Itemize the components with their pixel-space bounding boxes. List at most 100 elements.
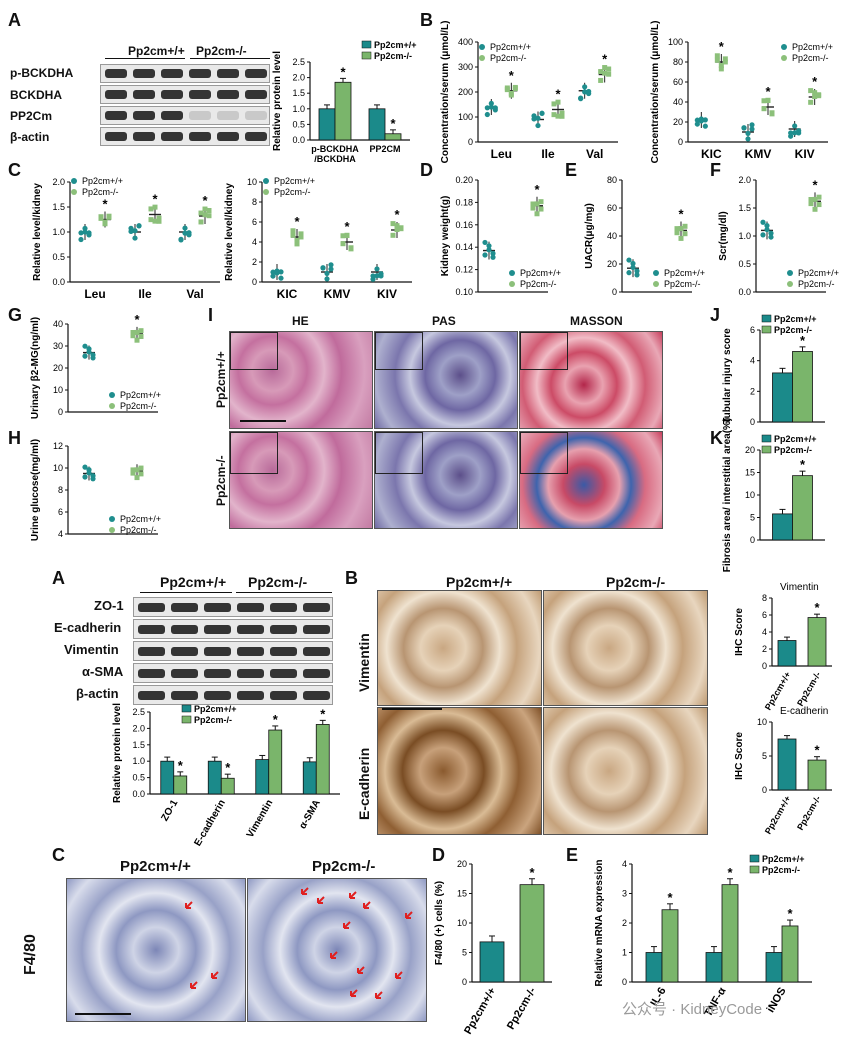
panel-label-a2: A [52,568,65,588]
blot-a2-group-wt: Pp2cm+/+ [160,574,227,590]
panel-label-c2: C [52,845,65,865]
significance-star: * [225,760,231,775]
data-point [761,106,767,112]
ihc-ecadherin-ko [543,707,708,835]
legend-swatch [109,516,115,522]
data-point [82,225,88,232]
legend-swatch [761,434,772,443]
data-point [512,86,518,92]
data-point [370,273,376,279]
blot-a-row-label: p-BCKDHA [10,66,74,80]
y-tick-label: 0.0 [738,287,751,297]
data-point [86,230,92,236]
category-label: KMV [745,147,772,161]
data-point [630,264,636,270]
arrow-marker [343,921,351,929]
legend-swatch [71,189,77,195]
data-point [812,206,818,212]
blot-a2-row-label: Vimentin [64,642,119,657]
data-point [186,232,192,238]
y-tick-label: 100 [458,112,473,122]
data-point [530,201,536,207]
pas-image-ko [374,431,518,529]
significance-star: * [390,116,396,131]
y-axis-label: Relative level/kidney [224,183,235,281]
y-tick-label: 5 [750,513,755,523]
chart-E: 0 20 40 60 80 UACR(μg/mg) * Pp2cm+/+Pp2cm-/- [584,175,705,297]
data-point [374,266,380,272]
chart-C_left: 0.0 0.5 1.0 1.5 2.0 Relative level/kidney Leu *… [32,176,220,301]
legend-entry: Pp2cm+/+ [774,434,817,444]
y-tick-label: 0.14 [455,242,473,252]
chart-A_bar: 0.0 0.5 1.0 1.5 2.0 2.5 Relative protein level… [272,40,417,164]
y-tick-label: 0 [612,287,617,297]
y-axis-label: Urinary β2-MG(ng/ml) [30,317,41,419]
y-tick-label: 1.0 [738,231,751,241]
legend-entry: Pp2cm+/+ [798,268,839,278]
data-point [156,215,162,221]
significance-star: * [529,865,535,880]
data-point [508,90,514,96]
chart-D2: 0 5 10 15 20 F4/80 (+) cells (%) Pp2cm+/+ * Pp2c… [434,859,552,1037]
data-point [792,123,798,129]
y-tick-label: 6 [762,610,767,620]
y-tick-label: 4 [58,529,63,539]
f480-arrows [185,887,413,999]
data-point [718,66,724,72]
data-point [768,234,774,240]
significance-star: * [787,906,793,921]
data-point [130,470,136,476]
data-point [626,270,632,276]
bar [777,738,797,791]
blot-a-row-label: β-actin [10,130,50,144]
bar [334,81,352,141]
chart-H: 4 6 8 10 12 Urine glucose(mg/ml) Pp2cm+/+Pp2cm… [30,439,161,541]
f480-col-label: Pp2cm+/+ [120,858,191,875]
blot-band-row [100,85,270,104]
data-point [745,136,751,142]
legend-entry: Pp2cm+/+ [490,42,531,52]
arrow-marker [375,991,383,999]
y-tick-label: 20 [673,117,683,127]
y-tick-label: 0.5 [292,119,305,129]
y-tick-label: 8 [252,197,257,207]
blot-band-row [133,597,333,617]
significance-star: * [812,177,818,192]
legend-entry: Pp2cm-/- [194,715,232,725]
category-label: Val [586,147,603,161]
y-tick-label: 10 [757,717,767,727]
y-axis-label: IHC Score [734,608,745,656]
data-point [328,262,334,268]
data-point [482,239,488,246]
data-point [278,275,284,281]
significance-star: * [678,206,684,221]
data-point [320,265,326,271]
legend-swatch [761,325,772,334]
category-label: α-SMA [297,798,322,831]
data-point [482,252,488,258]
bar [173,775,188,795]
data-point [538,206,544,212]
data-point [534,201,540,207]
category-label: Leu [491,147,512,161]
chart-A2_bar: 0.0 0.5 1.0 1.5 2.0 2.5 Relative protein level… [112,703,340,848]
significance-star: * [394,207,400,222]
data-point [626,257,632,263]
data-point [98,214,104,220]
y-tick-label: 8 [58,485,63,495]
legend-entry: Pp2cm-/- [274,187,311,197]
y-tick-label: 300 [458,62,473,72]
data-point [134,467,140,473]
category-label: Ile [138,287,152,301]
significance-star: * [602,52,608,67]
legend-swatch [361,40,372,49]
data-point [678,226,684,232]
blot-band-row [133,663,333,683]
significance-star: * [273,712,279,727]
y-axis-label: Relative protein level [112,703,123,803]
data-point [816,194,822,200]
y-tick-label: 60 [673,77,683,87]
y-tick-label: 0 [678,137,683,147]
